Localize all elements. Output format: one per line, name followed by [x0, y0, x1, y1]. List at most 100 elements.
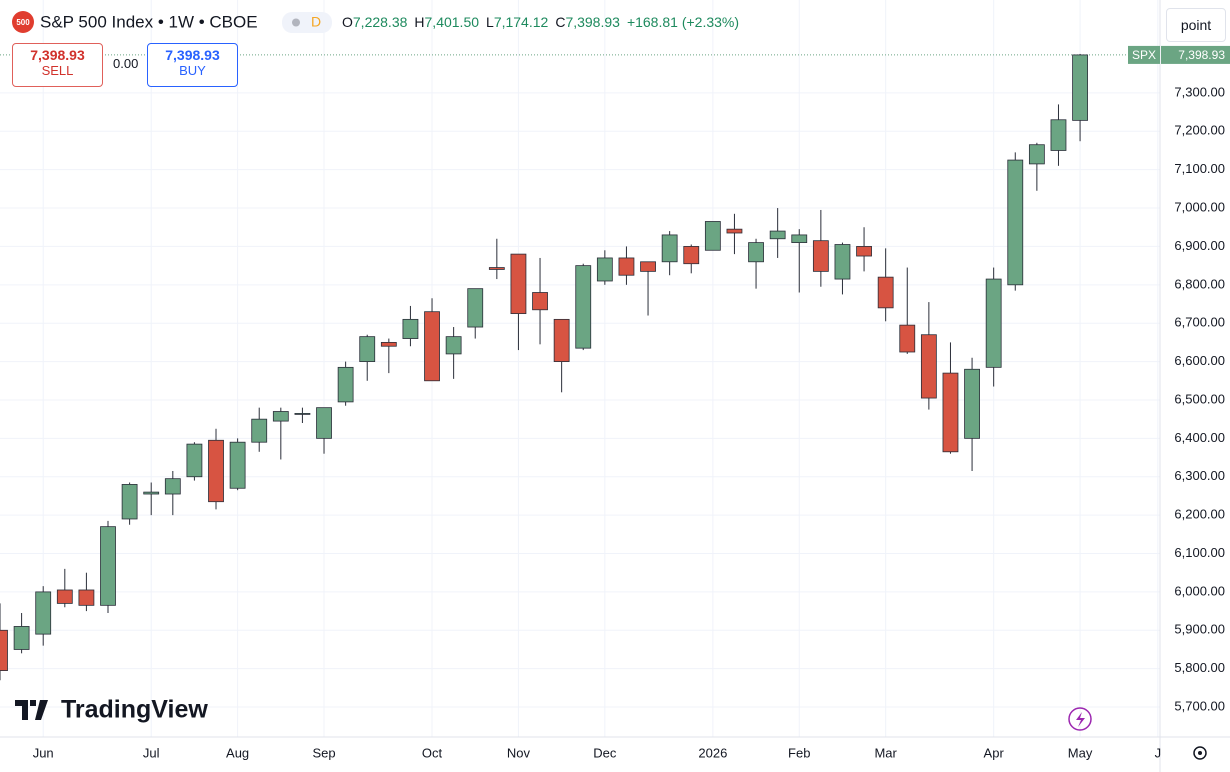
candle-body [704, 221, 721, 251]
news-icon[interactable] [1068, 707, 1092, 731]
symbol-icon-text: 500 [16, 18, 30, 27]
candle-body [272, 411, 289, 422]
scale-button[interactable]: point [1166, 8, 1226, 42]
candle-body [769, 230, 786, 240]
candle-body [834, 244, 851, 280]
last-price-tag [1161, 45, 1230, 64]
y-tick-label: 7,300.00 [1174, 84, 1225, 99]
x-tick-label: 2026 [698, 745, 727, 760]
ohlc: O7,228.38 H7,401.50 L7,174.12 C7,398.93 +168… [342, 14, 739, 30]
candle-body [208, 439, 224, 503]
candle-body [445, 336, 462, 355]
last-price-label: 7,398.93 [1178, 48, 1225, 62]
candle-body [618, 257, 635, 276]
candle-body [1050, 119, 1067, 151]
candle-body [100, 526, 116, 606]
candle-body [532, 292, 548, 311]
x-tick-label: Dec [593, 745, 617, 760]
candle-body [164, 478, 181, 495]
y-tick-label: 6,200.00 [1174, 507, 1225, 522]
candle-body [316, 407, 332, 439]
candle-body [294, 413, 311, 415]
buy-button[interactable]: 7,398.93 BUY [147, 43, 238, 87]
status-dot [292, 18, 300, 27]
candle-body [596, 257, 613, 282]
sell-button[interactable]: 7,398.93 SELL [12, 43, 103, 87]
last-price-tag [1128, 45, 1160, 64]
logo-text: TradingView [61, 696, 208, 724]
x-tick-label: J [1155, 745, 1162, 760]
candle-body [856, 246, 872, 257]
ohlc-part: 7,228.38 [353, 14, 408, 30]
grid [0, 0, 1160, 737]
candle-body [942, 372, 959, 453]
candle-body [186, 443, 203, 478]
y-tick-label: 6,800.00 [1174, 276, 1225, 291]
y-tick-label: 7,000.00 [1174, 199, 1225, 214]
ohlc-part: O [342, 14, 353, 30]
x-tick-label: Sep [312, 745, 335, 760]
candle-body [251, 418, 268, 443]
candle-body [359, 336, 376, 362]
candle-body [575, 265, 592, 349]
y-tick-label: 6,600.00 [1174, 353, 1225, 368]
ohlc-part: H [414, 14, 424, 30]
x-tick-label: Jun [33, 745, 54, 760]
spread: 0.00 [113, 56, 139, 71]
settings-icon-dot [1198, 751, 1202, 755]
x-tick-label: Apr [984, 745, 1005, 760]
candle-body [640, 261, 656, 272]
y-tick-label: 6,100.00 [1174, 545, 1225, 560]
x-tick-label: Feb [788, 745, 810, 760]
y-tick-label: 5,700.00 [1174, 698, 1225, 713]
candle-body [35, 591, 52, 635]
candle-body [424, 311, 440, 382]
candle-body [964, 368, 980, 439]
interval-badge: D [311, 14, 321, 30]
y-tick-label: 7,100.00 [1174, 161, 1225, 176]
sell-label: SELL [41, 63, 74, 78]
ohlc-part: +168.81 (+2.33%) [627, 14, 739, 30]
candle-body [748, 242, 764, 263]
x-tick-label: Jul [143, 745, 160, 760]
candle-body [56, 589, 73, 604]
settings-icon[interactable] [1193, 746, 1207, 760]
candle-body [1007, 159, 1024, 286]
y-tick-label: 5,800.00 [1174, 660, 1225, 675]
axes: 5,700.00 5,800.00 5,900.00 6,000.00 6,100.00… [33, 45, 1230, 760]
candle-body [13, 626, 30, 650]
status-pill[interactable] [282, 12, 332, 33]
chart-title: S&P 500 Index • 1W • CBOE [40, 12, 258, 31]
y-tick-label: 6,400.00 [1174, 430, 1225, 445]
candle-body [229, 441, 246, 489]
ohlc-part: L [486, 14, 494, 30]
logo-mark [15, 700, 48, 720]
candles [0, 53, 1088, 681]
candle-body [0, 629, 8, 671]
candle-body [402, 318, 419, 339]
x-tick-label: Nov [507, 745, 531, 760]
candle-body [78, 589, 95, 606]
x-tick-label: Aug [226, 745, 249, 760]
ohlc-part: C [555, 14, 565, 30]
y-tick-label: 5,900.00 [1174, 622, 1225, 637]
candle-body [121, 484, 138, 520]
y-tick-label: 6,700.00 [1174, 315, 1225, 330]
candle-body [510, 253, 527, 315]
x-tick-label: Oct [422, 745, 443, 760]
news-icon-bolt [1076, 712, 1085, 727]
candle-body [488, 267, 505, 270]
buy-label: BUY [179, 63, 206, 78]
candle-body [791, 234, 808, 243]
candle-body [380, 341, 397, 347]
ohlc-text: O7,228.38 H7,401.50 L7,174.12 C7,398.93 +168… [342, 14, 739, 30]
y-tick-label: 7,200.00 [1174, 123, 1225, 138]
candle-body [899, 324, 916, 353]
sell-price: 7,398.93 [30, 47, 85, 63]
candle-body [812, 240, 829, 272]
candle-body [337, 366, 354, 403]
candle-body [985, 278, 1002, 368]
ohlc-part: 7,398.93 [565, 14, 620, 30]
candle-body [1028, 144, 1045, 165]
